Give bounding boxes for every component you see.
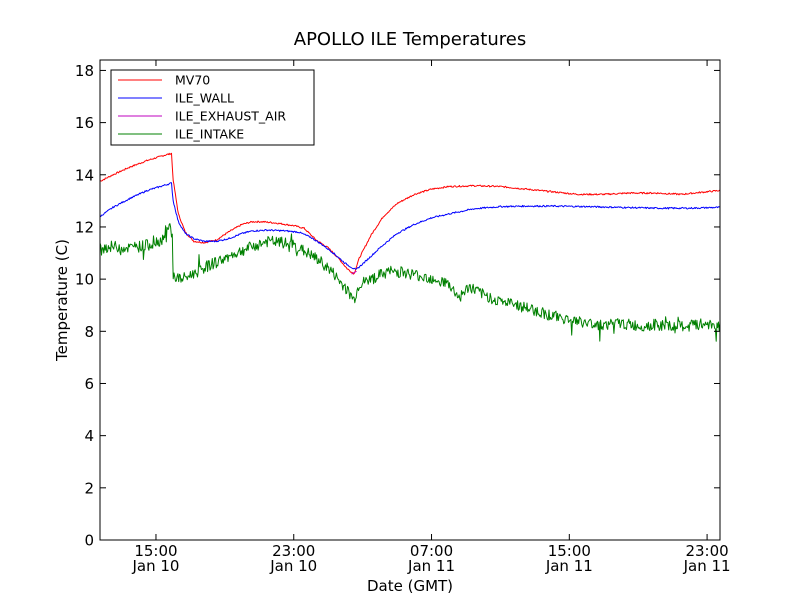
- x-tick-label-date: Jan 11: [545, 557, 593, 575]
- x-tick-label-time: 15:00: [548, 542, 591, 560]
- y-tick-label: 2: [84, 479, 94, 497]
- plot-frame: [99, 59, 721, 541]
- chart-title: APOLLO ILE Temperatures: [294, 29, 526, 50]
- x-tick-label-date: Jan 11: [407, 557, 455, 575]
- y-tick-label: 0: [84, 532, 94, 550]
- x-tick-label-time: 15:00: [134, 542, 177, 560]
- legend-entry-label: ILE_INTAKE: [175, 127, 244, 142]
- x-tick-label-date: Jan 10: [269, 557, 317, 575]
- x-tick-label-time: 23:00: [685, 542, 728, 560]
- x-tick-label-date: Jan 11: [683, 557, 731, 575]
- plot-series-group: [99, 152, 721, 342]
- y-axis-label: Temperature (C): [53, 239, 71, 362]
- y-tick-label: 16: [75, 114, 94, 132]
- y-tick-label: 14: [75, 166, 94, 184]
- y-tick-label: 10: [75, 271, 94, 289]
- x-tick-label-date: Jan 10: [131, 557, 179, 575]
- y-tick-label: 18: [75, 62, 94, 80]
- y-tick-label: 8: [84, 323, 94, 341]
- legend-box: [110, 69, 315, 146]
- series-line-ile-exhaust-air: [351, 270, 357, 275]
- y-tick-label: 6: [84, 375, 94, 393]
- x-tick-label-time: 23:00: [272, 542, 315, 560]
- series-line-ile-wall: [99, 182, 721, 270]
- series-line-mv70: [99, 152, 721, 275]
- legend-entry-label: ILE_EXHAUST_AIR: [175, 109, 286, 124]
- x-tick-label-time: 07:00: [410, 542, 453, 560]
- legend-entry-label: MV70: [175, 73, 210, 88]
- x-axis-label: Date (GMT): [367, 577, 453, 595]
- legend: MV70 ILE_WALL ILE_EXHAUST_AIR ILE_INTAKE: [110, 69, 315, 146]
- y-tick-label: 4: [84, 427, 94, 445]
- series-line-ile-intake: [99, 223, 721, 342]
- legend-entry-label: ILE_WALL: [175, 91, 234, 106]
- y-tick-label: 12: [75, 218, 94, 236]
